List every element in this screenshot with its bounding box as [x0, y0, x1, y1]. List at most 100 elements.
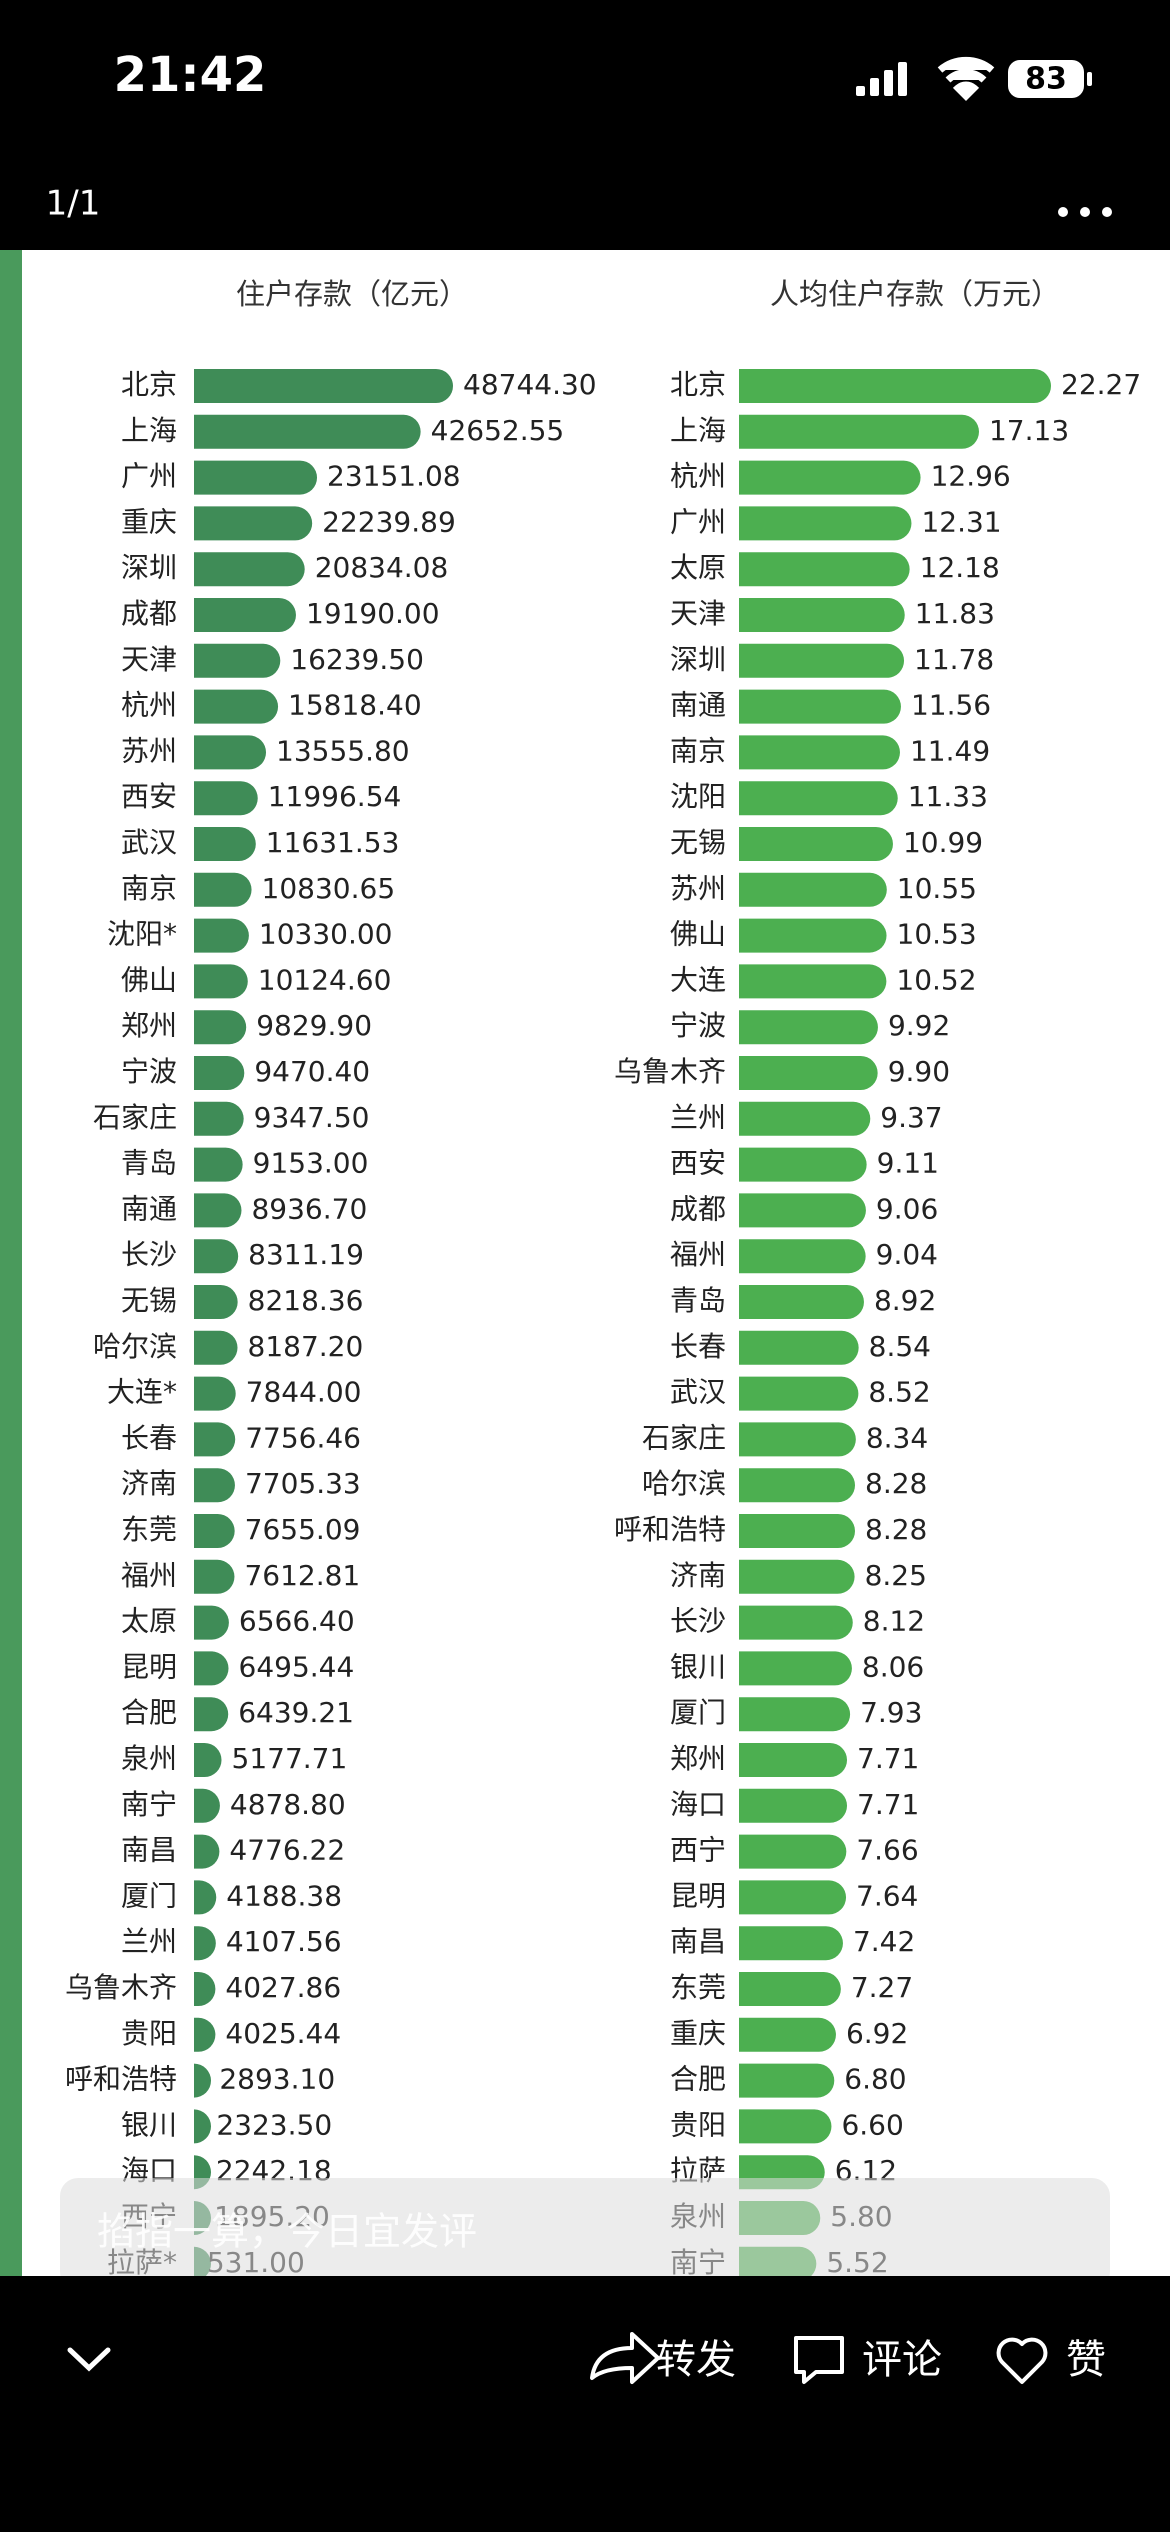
bar [194, 1788, 220, 1823]
value-label: 8.12 [863, 1605, 925, 1638]
comment-label[interactable]: 评论 [862, 2337, 942, 2383]
value-label: 13555.80 [276, 734, 410, 767]
category-label: 西安 [121, 780, 177, 813]
bar [194, 781, 258, 816]
category-label: 南京 [121, 872, 177, 905]
bar [194, 1605, 229, 1640]
value-label: 9153.00 [253, 1147, 369, 1180]
value-label: 6.92 [846, 2017, 908, 2050]
more-button[interactable] [1058, 207, 1112, 217]
bar [739, 918, 887, 953]
value-label: 7.66 [856, 1834, 918, 1867]
category-label: 大连 [670, 963, 726, 996]
category-label: 深圳 [121, 551, 177, 584]
category-label: 上海 [670, 414, 726, 447]
category-label: 哈尔滨 [93, 1330, 177, 1363]
value-label: 5177.71 [232, 1742, 348, 1775]
category-label: 石家庄 [93, 1101, 177, 1134]
like-label[interactable]: 赞 [1066, 2337, 1106, 2383]
bar [194, 1514, 235, 1548]
value-label: 7.42 [853, 1925, 915, 1958]
value-label: 10.99 [903, 826, 983, 859]
category-label: 银川 [670, 1650, 726, 1683]
category-label: 乌鲁木齐 [614, 1055, 726, 1088]
bar [739, 1605, 853, 1640]
bar [739, 1834, 847, 1869]
value-label: 8936.70 [251, 1192, 367, 1225]
value-label: 8.34 [866, 1421, 928, 1454]
category-label: 深圳 [670, 643, 726, 676]
battery-level: 83 [1025, 62, 1067, 97]
like-icon[interactable] [996, 2337, 1048, 2384]
category-label: 苏州 [121, 734, 177, 767]
bar [739, 1514, 856, 1548]
value-label: 11.49 [910, 734, 990, 767]
value-label: 8.28 [865, 1467, 927, 1500]
bar [739, 1193, 866, 1228]
value-label: 42652.55 [431, 414, 565, 447]
bar [194, 414, 421, 449]
value-label: 9.06 [876, 1192, 938, 1225]
value-label: 4188.38 [226, 1879, 342, 1912]
comment-input[interactable] [60, 2178, 1110, 2290]
bar [739, 872, 887, 907]
bar [739, 1010, 878, 1045]
value-label: 9.92 [888, 1009, 950, 1042]
category-label: 宁波 [670, 1009, 726, 1042]
bar [194, 1101, 244, 1136]
bar [739, 2017, 836, 2052]
bar [194, 1147, 243, 1182]
bar [193, 506, 313, 541]
category-label: 兰州 [670, 1101, 726, 1134]
bar [739, 1880, 847, 1915]
comment-icon[interactable] [794, 2336, 844, 2384]
value-label: 4878.80 [230, 1788, 346, 1821]
collapse-button[interactable] [67, 2347, 111, 2372]
category-label: 兰州 [121, 1925, 177, 1958]
chart-image: 住户存款（亿元） 北京 48744.30 上海 42652.55 广州 23151.08 重庆… [0, 250, 1170, 2276]
category-label: 武汉 [670, 1376, 726, 1409]
category-label: 西安 [670, 1147, 726, 1180]
value-label: 8187.20 [248, 1330, 364, 1363]
category-label: 宁波 [121, 1055, 177, 1088]
page-indicator: 1/1 [46, 184, 101, 224]
value-label: 8311.19 [248, 1238, 364, 1271]
value-label: 10830.65 [262, 872, 396, 905]
category-label: 南通 [670, 689, 726, 722]
category-label: 银川 [121, 2108, 177, 2141]
value-label: 6.60 [841, 2108, 903, 2141]
category-label: 南昌 [121, 1834, 177, 1867]
value-label: 48744.30 [463, 368, 597, 401]
share-icon[interactable] [590, 2332, 660, 2384]
comment-placeholder: 掐指一算，今日宜发评 [97, 2210, 477, 2254]
bar [194, 918, 249, 953]
bar [739, 964, 887, 999]
category-label: 海口 [670, 1788, 726, 1821]
category-label: 哈尔滨 [642, 1467, 726, 1500]
category-label: 大连* [107, 1376, 177, 1409]
category-label: 郑州 [670, 1742, 726, 1775]
value-label: 7612.81 [244, 1559, 360, 1592]
bar [739, 552, 910, 587]
bar [739, 2063, 835, 2098]
bar [194, 643, 281, 678]
value-label: 7.93 [860, 1696, 922, 1729]
category-label: 苏州 [670, 872, 726, 905]
bar [194, 1056, 245, 1090]
value-label: 8.25 [865, 1559, 927, 1592]
value-label: 12.18 [920, 551, 1000, 584]
share-label[interactable]: 转发 [656, 2337, 736, 2383]
bar [739, 1285, 864, 1319]
value-label: 9.37 [880, 1101, 942, 1134]
category-label: 呼和浩特 [65, 2063, 177, 2096]
category-label: 杭州 [670, 460, 726, 493]
bar [194, 1468, 235, 1503]
chart-title: 住户存款（亿元） [236, 277, 468, 311]
value-label: 20834.08 [315, 551, 449, 584]
bar [739, 1788, 848, 1823]
category-label: 无锡 [670, 826, 726, 859]
wifi-icon [937, 56, 995, 101]
category-label: 泉州 [121, 1742, 177, 1775]
bar [194, 1697, 229, 1732]
